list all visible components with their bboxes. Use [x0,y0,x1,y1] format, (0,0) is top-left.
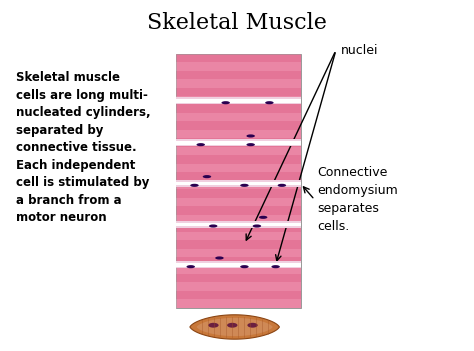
Ellipse shape [259,216,267,219]
Ellipse shape [247,323,258,328]
Bar [176,54,301,62]
Bar [176,283,301,291]
Bar [176,221,301,228]
Ellipse shape [215,257,224,259]
Ellipse shape [190,184,199,187]
Bar [176,96,301,105]
Ellipse shape [278,184,286,187]
Bar [176,138,301,147]
Bar [176,172,301,181]
Ellipse shape [272,265,280,268]
Bar [176,240,301,249]
Polygon shape [190,315,279,339]
Ellipse shape [227,323,237,328]
Bar [176,105,301,113]
Ellipse shape [208,323,219,328]
Bar [176,291,301,299]
Ellipse shape [246,134,255,138]
Bar [176,147,301,155]
Bar [176,261,301,269]
Bar [176,98,301,105]
Ellipse shape [203,175,211,178]
Bar [176,180,301,187]
Text: Skeletal Muscle: Skeletal Muscle [147,12,327,34]
Ellipse shape [246,143,255,146]
Bar [176,62,301,71]
Ellipse shape [209,224,218,227]
Bar [176,121,301,130]
Bar [176,54,301,308]
Bar [176,189,301,198]
Bar [176,198,301,206]
Bar [176,249,301,257]
Ellipse shape [221,101,230,104]
Bar [176,141,301,145]
Bar [176,79,301,87]
Ellipse shape [186,265,195,268]
Bar [176,274,301,283]
Text: Skeletal muscle
cells are long multi-
nucleated cylinders,
separated by
connecti: Skeletal muscle cells are long multi- nu… [16,71,150,224]
Bar [176,87,301,96]
Bar [176,214,301,223]
Bar [176,181,301,189]
Bar [176,257,301,265]
Bar [176,223,301,232]
Bar [176,139,301,146]
Bar [176,130,301,138]
Ellipse shape [197,143,205,146]
Bar [176,232,301,240]
Bar [176,206,301,214]
Text: nuclei: nuclei [341,44,378,57]
Bar [176,223,301,226]
Ellipse shape [240,265,249,268]
Ellipse shape [240,184,249,187]
Bar [176,71,301,79]
Text: Connective
endomysium
separates
cells.: Connective endomysium separates cells. [317,166,398,233]
Bar [176,263,301,267]
Ellipse shape [265,101,273,104]
Ellipse shape [253,224,261,227]
Bar [176,299,301,308]
Bar [176,155,301,164]
Bar [176,99,301,103]
Bar [176,265,301,274]
Bar [176,113,301,121]
Bar [176,182,301,185]
Bar [176,164,301,172]
Polygon shape [197,318,273,336]
